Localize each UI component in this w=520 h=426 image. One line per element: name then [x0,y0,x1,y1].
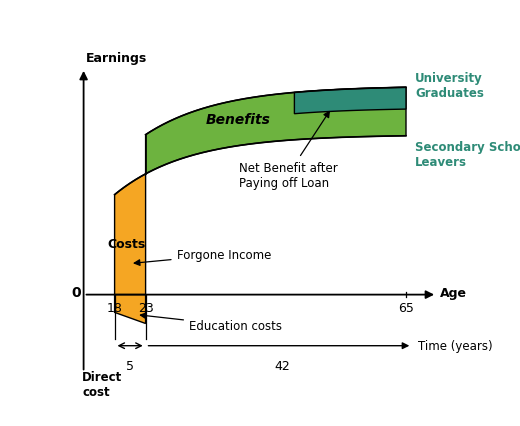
Text: Secondary School
Leavers: Secondary School Leavers [415,141,520,169]
Text: Net Benefit after
Paying off Loan: Net Benefit after Paying off Loan [239,112,337,189]
Text: Earnings: Earnings [85,52,147,64]
Text: 18: 18 [107,302,123,314]
Text: 65: 65 [398,302,414,314]
Polygon shape [146,88,406,174]
Text: Age: Age [440,286,467,299]
Text: Costs: Costs [108,237,146,250]
Text: Time (years): Time (years) [419,340,493,352]
Text: University
Graduates: University Graduates [415,72,484,100]
Text: Education costs: Education costs [140,313,282,332]
Text: 42: 42 [274,359,290,372]
Text: Forgone Income: Forgone Income [134,248,271,266]
Polygon shape [114,295,146,324]
Polygon shape [294,88,406,115]
Text: Benefits: Benefits [206,113,271,127]
Text: 5: 5 [126,359,134,372]
Text: 23: 23 [138,302,153,314]
Text: Direct
cost: Direct cost [82,370,123,398]
Text: 0: 0 [71,286,81,299]
Polygon shape [114,174,146,295]
